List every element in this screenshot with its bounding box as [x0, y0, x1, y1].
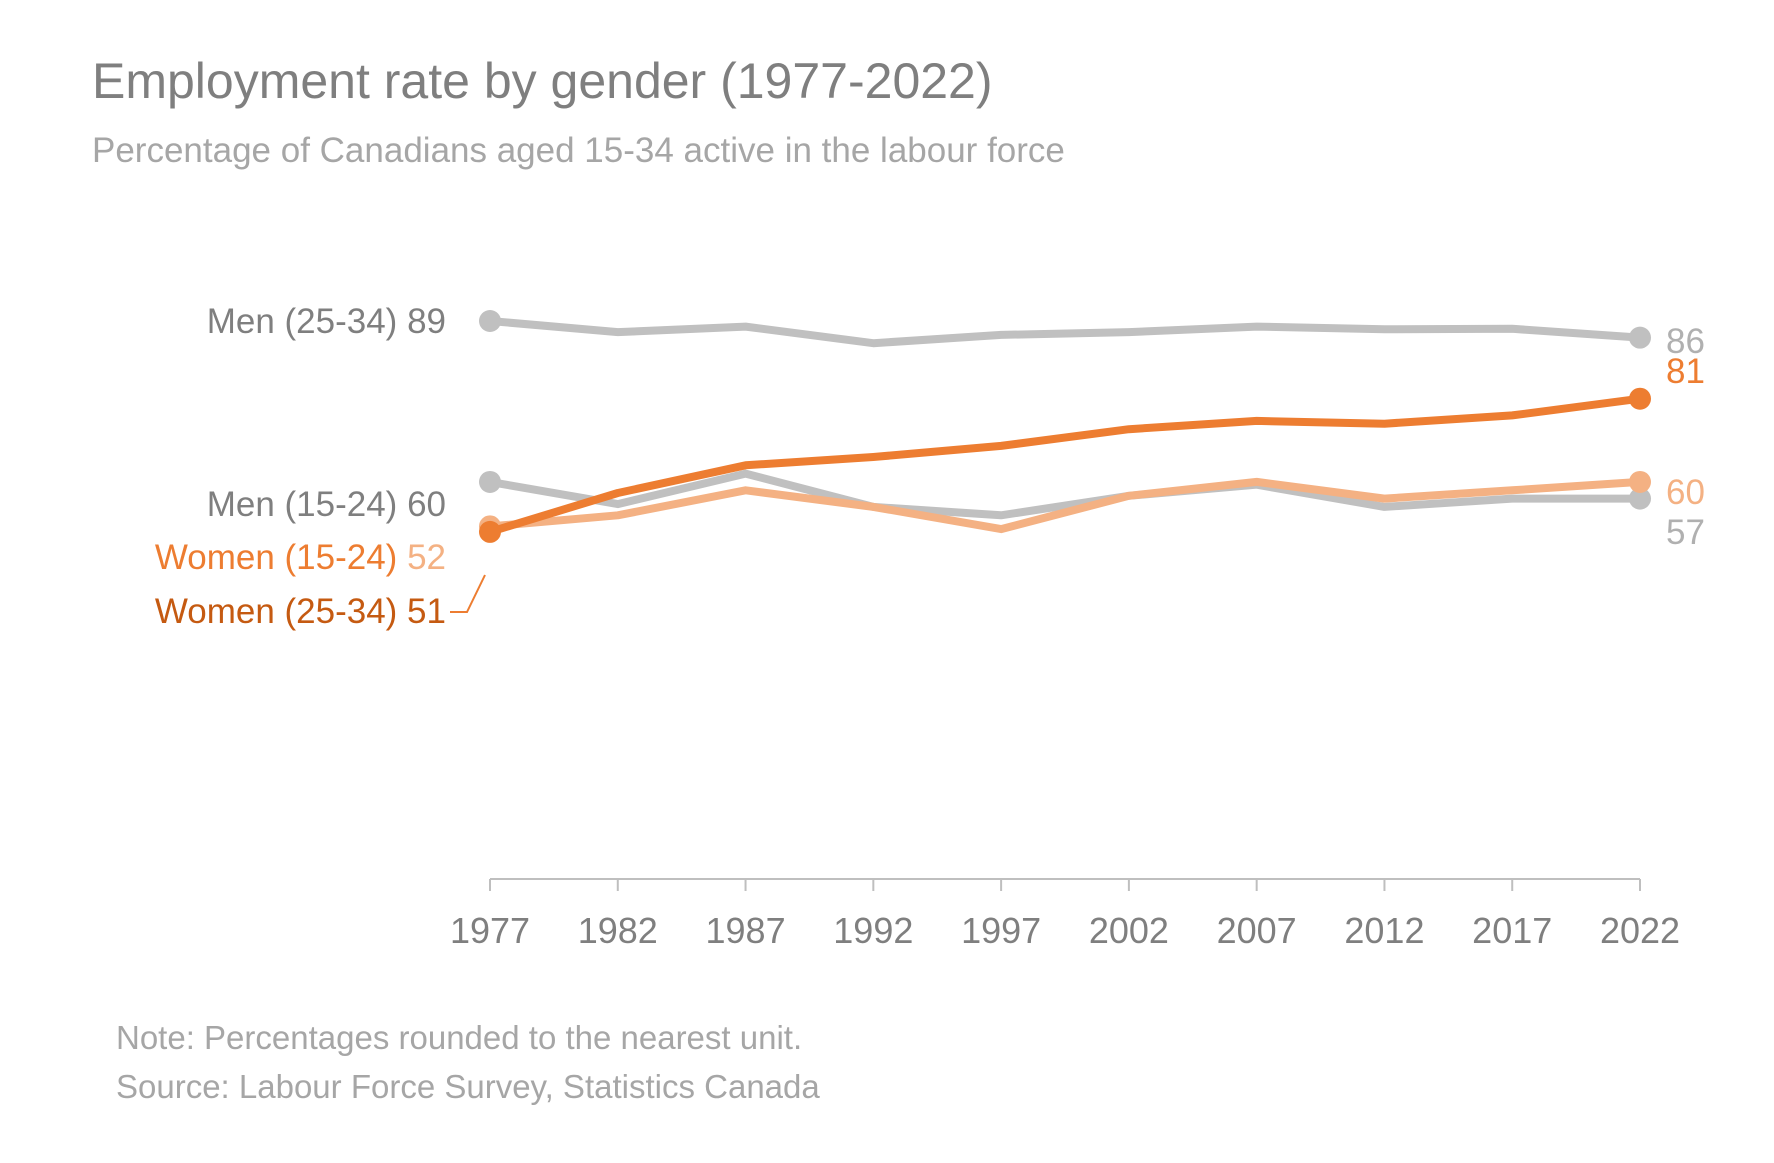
start-point — [479, 470, 501, 493]
x-tick-label: 2007 — [1217, 910, 1297, 951]
chart-source: Source: Labour Force Survey, Statistics … — [116, 1068, 820, 1105]
chart-title: Employment rate by gender (1977-2022) — [92, 53, 993, 109]
series-line — [486, 477, 1644, 534]
chart-subtitle: Percentage of Canadians aged 15-34 activ… — [92, 131, 1065, 170]
end-point — [1629, 487, 1651, 510]
series-start-label: Women (15-24) 52 — [155, 538, 446, 577]
x-tick-label: 1997 — [961, 910, 1041, 951]
series-line — [486, 469, 1644, 520]
x-tick-label: 1992 — [833, 910, 913, 951]
series-start-label: Women (25-34) 51 — [155, 592, 446, 631]
series-end-label: 86 — [1666, 322, 1705, 361]
series-end-label: 57 — [1666, 513, 1705, 552]
start-point — [479, 520, 501, 543]
series-end-label: 81 — [1666, 352, 1705, 391]
x-tick-label: 1982 — [578, 910, 658, 951]
x-tick-label: 2012 — [1344, 910, 1424, 951]
series-line — [486, 394, 1644, 536]
x-tick-label: 2022 — [1600, 910, 1680, 951]
series-start-label: Men (15-24) 60 — [207, 485, 446, 524]
series-start-label: Men (25-34) 89 — [207, 302, 446, 341]
x-tick-label: 2017 — [1472, 910, 1552, 951]
x-tick-label: 1987 — [706, 910, 786, 951]
x-axis: 1977 1982 1987 1992 1997 2002 2007 2012 2017 2022 — [450, 878, 1680, 951]
series-start-value: 52 — [407, 538, 446, 577]
start-point — [479, 310, 501, 332]
series-line — [486, 317, 1644, 348]
x-tick-label: 2002 — [1089, 910, 1169, 951]
end-point — [1629, 326, 1651, 349]
series-end-label: 60 — [1666, 473, 1705, 512]
end-point — [1629, 470, 1651, 493]
chart-note: Note: Percentages rounded to the nearest… — [116, 1019, 803, 1056]
label-layer: Men (25-34) 89 Men (15-24) 60 Women (15-24… — [155, 302, 1705, 631]
end-point — [1629, 387, 1651, 410]
x-tick-label: 1977 — [450, 910, 530, 951]
leader-line — [450, 574, 486, 613]
series-layer — [479, 310, 1651, 543]
series-name: Women (15-24) — [155, 538, 407, 577]
